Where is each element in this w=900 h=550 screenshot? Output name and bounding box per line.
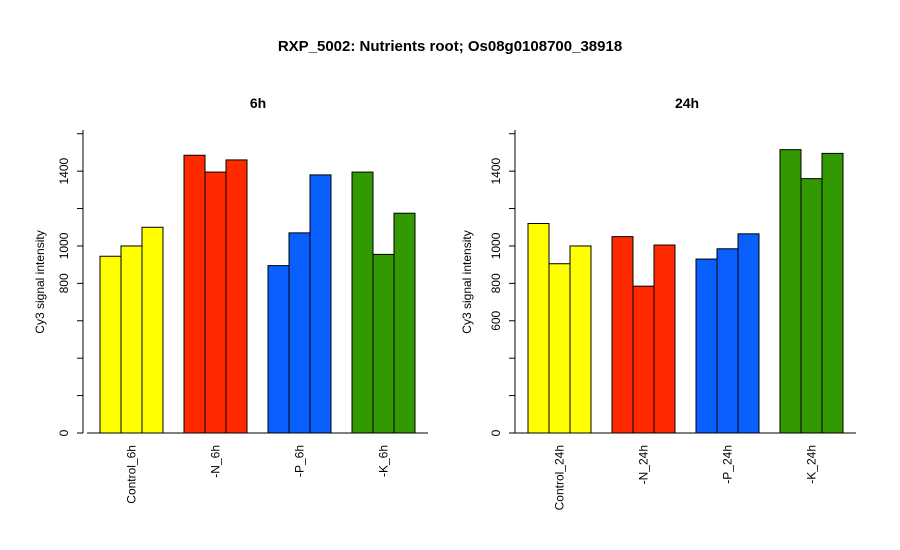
x-tick-label: -K_6h	[377, 445, 391, 477]
bar	[695, 258, 718, 434]
y-tick-label: 800	[57, 273, 71, 293]
panel-title: 24h	[675, 95, 699, 111]
bar	[548, 263, 571, 434]
panel-title: 6h	[250, 95, 266, 111]
y-axis-label: Cy3 signal intensity	[33, 230, 47, 333]
bar	[821, 152, 844, 434]
y-tick-label: 1000	[489, 232, 503, 259]
bar	[527, 223, 550, 434]
y-tick-label: 800	[489, 273, 503, 293]
bar	[716, 248, 739, 434]
bar	[393, 212, 416, 434]
y-tick-label: 1400	[57, 157, 71, 184]
bar	[309, 174, 332, 434]
bar	[569, 245, 592, 434]
x-tick-label: -P_6h	[293, 445, 307, 477]
y-tick-label: 600	[489, 310, 503, 330]
x-tick-label: -P_24h	[721, 445, 735, 484]
x-tick-label: -N_6h	[209, 445, 223, 478]
y-tick-label: 1400	[489, 157, 503, 184]
y-tick-label: 0	[489, 429, 503, 436]
chart-main-title: RXP_5002: Nutrients root; Os08g0108700_3…	[277, 38, 623, 55]
bar	[632, 285, 655, 434]
bar	[653, 244, 676, 434]
x-tick-label: Control_24h	[553, 445, 567, 510]
bar	[225, 159, 248, 434]
x-tick-label: -K_24h	[805, 445, 819, 484]
y-tick-label: 0	[57, 429, 71, 436]
x-tick-label: Control_6h	[125, 445, 139, 504]
y-tick-label: 1000	[57, 232, 71, 259]
x-tick-label: -N_24h	[637, 445, 651, 484]
bar	[141, 226, 164, 434]
y-axis-label: Cy3 signal intensity	[460, 230, 474, 333]
bar	[800, 178, 823, 434]
bar	[779, 149, 802, 434]
bar	[611, 236, 634, 434]
bar	[737, 233, 760, 434]
